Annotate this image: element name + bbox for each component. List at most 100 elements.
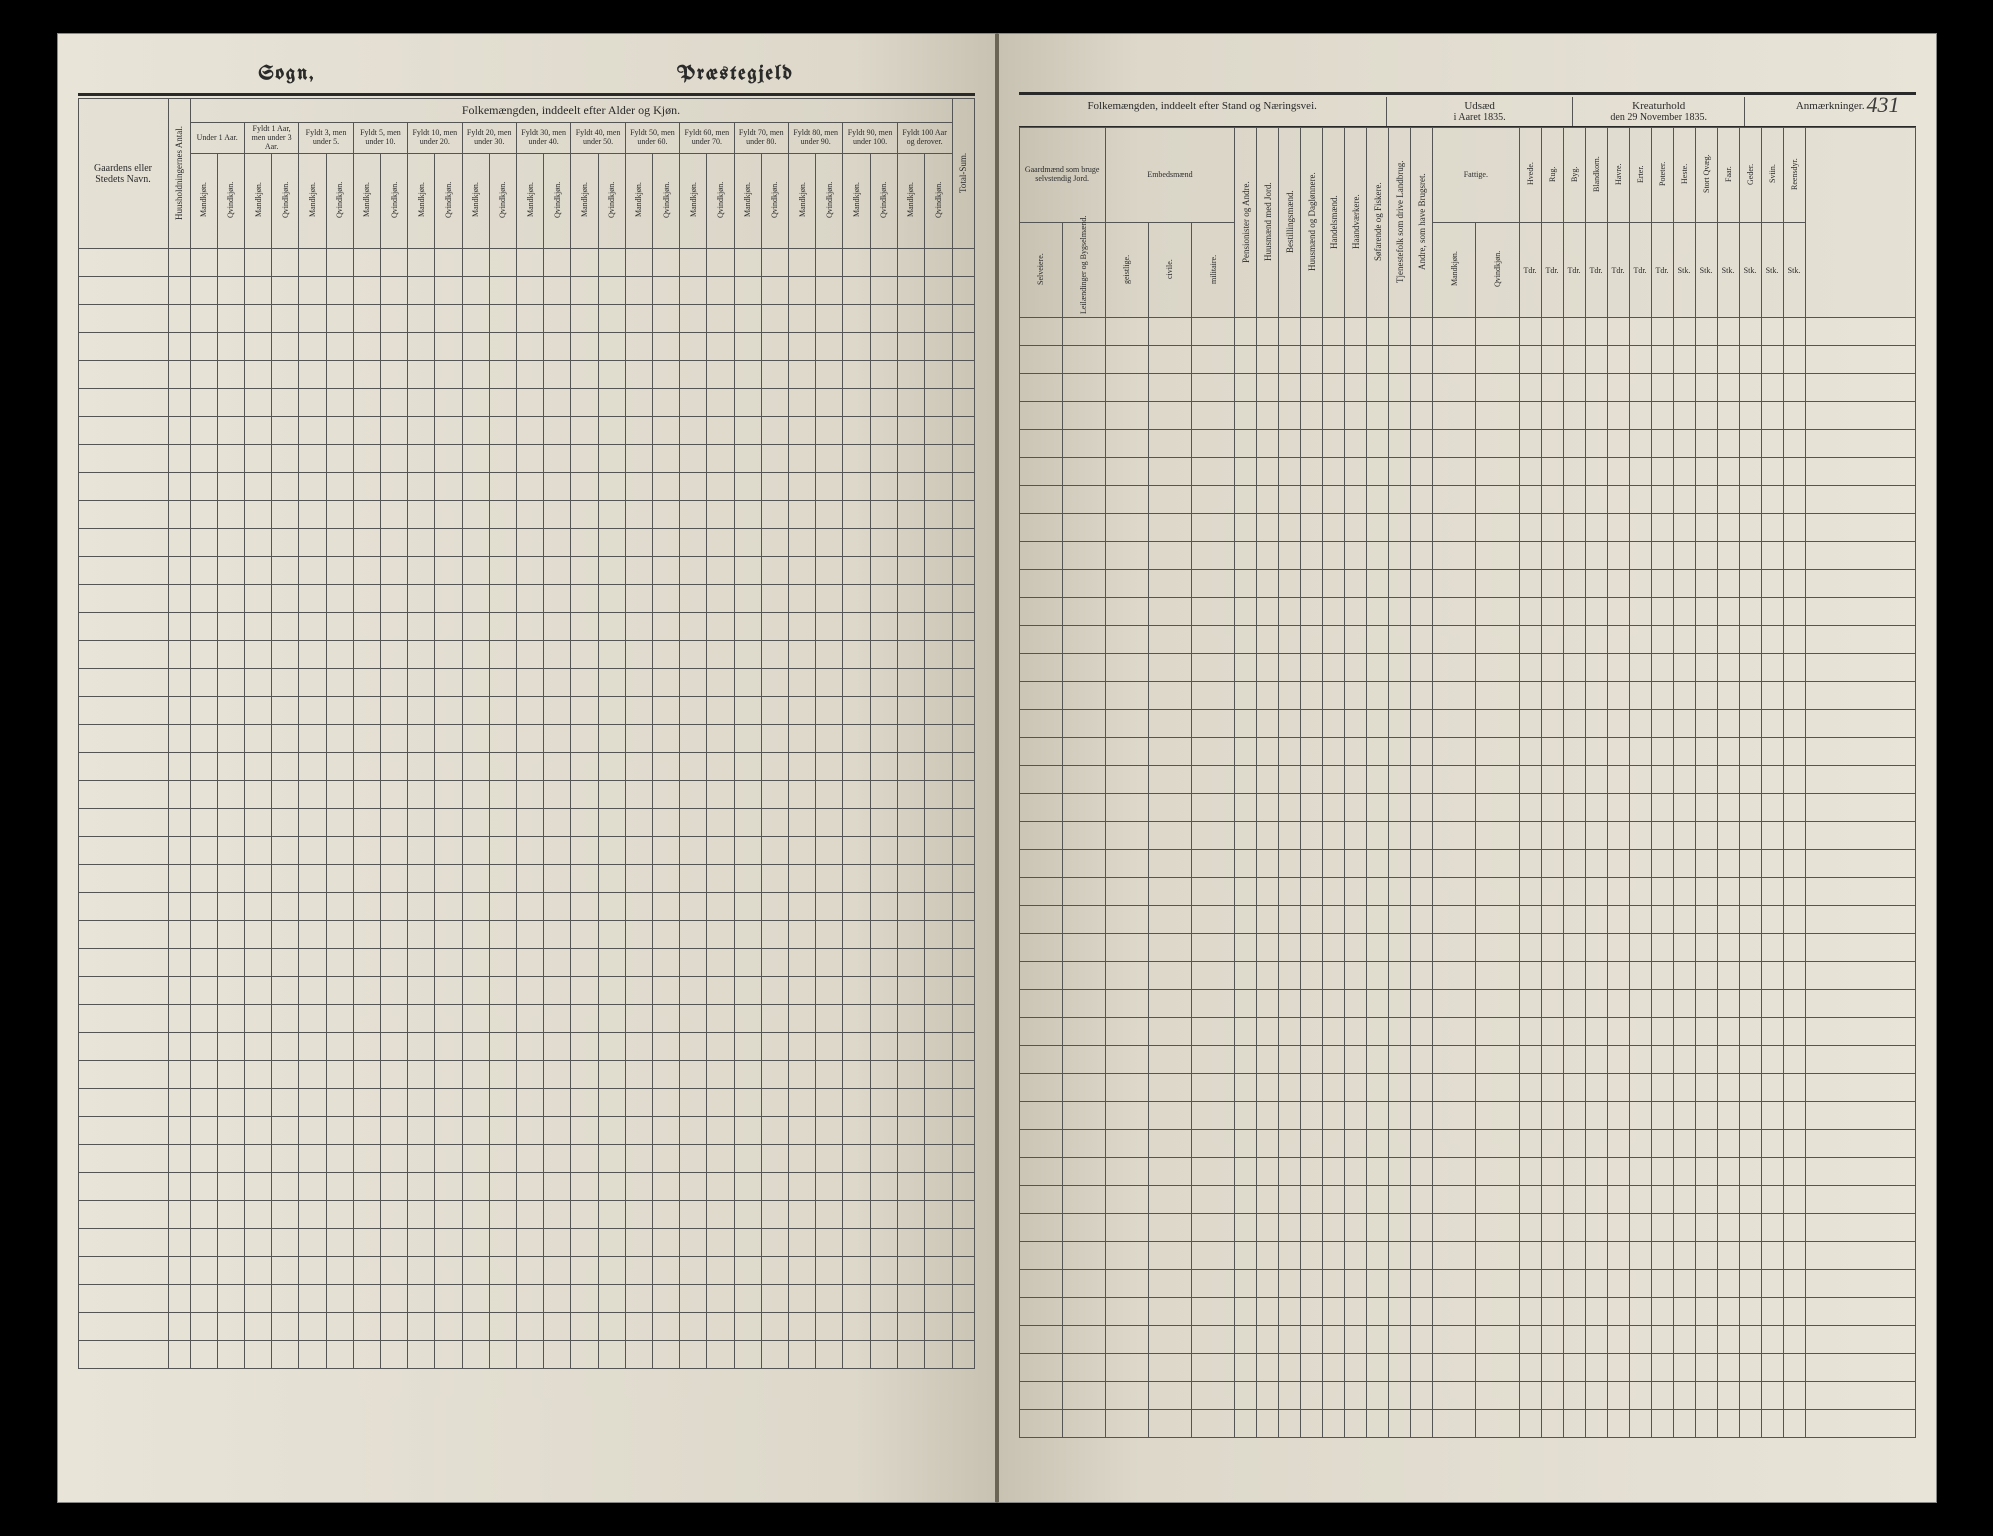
occ-col-0: Pensionister og Andre. (1235, 128, 1257, 318)
table-row (1019, 794, 1915, 822)
table-row (78, 725, 974, 753)
table-row (1019, 878, 1915, 906)
table-row (1019, 850, 1915, 878)
table-row (1019, 402, 1915, 430)
seed-unit-6: Tdr. (1651, 223, 1673, 318)
table-row (78, 893, 974, 921)
livestock-unit-0: Stk. (1673, 223, 1695, 318)
age-group-0: Under 1 Aar. (190, 123, 244, 154)
col-total: Total-Sum. (952, 99, 974, 249)
age-sub-11-qk: Qvindkjøn. (816, 154, 843, 249)
table-row (1019, 962, 1915, 990)
occ-col-1: Huusmænd med Jord. (1257, 128, 1279, 318)
seed-col-1: Rug. (1541, 128, 1563, 223)
section-stand: Folkemængden, inddeelt efter Stand og Næ… (1019, 97, 1387, 126)
livestock-unit-3: Stk. (1739, 223, 1761, 318)
table-row (1019, 1074, 1915, 1102)
table-row (78, 809, 974, 837)
age-sub-2-mk: Mandkjøn. (299, 154, 326, 249)
table-row (1019, 598, 1915, 626)
table-row (78, 389, 974, 417)
table-row (1019, 934, 1915, 962)
age-sub-0-mk: Mandkjøn. (190, 154, 217, 249)
age-group-3: Fyldt 5, men under 10. (353, 123, 407, 154)
table-row (78, 753, 974, 781)
seed-col-4: Havre. (1607, 128, 1629, 223)
seed-unit-2: Tdr. (1563, 223, 1585, 318)
table-row (78, 1089, 974, 1117)
age-sub-4-qk: Qvindkjøn. (435, 154, 462, 249)
table-row (1019, 486, 1915, 514)
left-page: Sogn, Præstegjeld Gaardens eller Stedets… (57, 33, 997, 1503)
seed-col-5: Erter. (1629, 128, 1651, 223)
age-sub-5-qk: Qvindkjøn. (489, 154, 516, 249)
table-row (1019, 822, 1915, 850)
table-row (78, 1033, 974, 1061)
table-row (78, 1005, 974, 1033)
age-group-12: Fyldt 90, men under 100. (843, 123, 897, 154)
age-sub-13-mk: Mandkjøn. (897, 154, 924, 249)
section-kreatur: Kreaturhold den 29 November 1835. (1573, 97, 1745, 126)
seed-unit-3: Tdr. (1585, 223, 1607, 318)
right-section-headers: Folkemængden, inddeelt efter Stand og Næ… (1019, 97, 1916, 127)
age-sub-4-mk: Mandkjøn. (408, 154, 435, 249)
age-group-6: Fyldt 30, men under 40. (516, 123, 570, 154)
age-sub-10-qk: Qvindkjøn. (761, 154, 788, 249)
age-group-2: Fyldt 3, men under 5. (299, 123, 353, 154)
age-group-5: Fyldt 20, men under 30. (462, 123, 516, 154)
fattige-sub-1: Qvindkjøn. (1476, 223, 1519, 318)
remarks-col (1805, 128, 1915, 318)
table-row (78, 1173, 974, 1201)
age-group-11: Fyldt 80, men under 90. (788, 123, 842, 154)
right-table: Gaardmænd som bruge selvstendig Jord.Emb… (1019, 127, 1916, 1438)
left-table: Gaardens eller Stedets Navn. Huusholdnin… (78, 98, 975, 1369)
table-row (78, 921, 974, 949)
age-sub-6-mk: Mandkjøn. (516, 154, 543, 249)
table-row (78, 865, 974, 893)
occ-col-4: Handelsmænd. (1323, 128, 1345, 318)
left-section-header: Folkemængden, inddeelt efter Alder og Kj… (190, 99, 952, 123)
table-row (78, 305, 974, 333)
table-row (1019, 1410, 1915, 1438)
table-row (1019, 766, 1915, 794)
age-sub-1-mk: Mandkjøn. (244, 154, 271, 249)
table-row (1019, 318, 1915, 346)
section-udsaed: Udsæd i Aaret 1835. (1387, 97, 1574, 126)
occ-col-2: Bestillingsmænd. (1279, 128, 1301, 318)
age-sub-2-qk: Qvindkjøn. (326, 154, 353, 249)
table-row (1019, 1158, 1915, 1186)
table-row (78, 1257, 974, 1285)
table-row (78, 333, 974, 361)
age-sub-9-mk: Mandkjøn. (680, 154, 707, 249)
livestock-unit-5: Stk. (1783, 223, 1805, 318)
table-row (78, 697, 974, 725)
table-row (78, 417, 974, 445)
livestock-unit-2: Stk. (1717, 223, 1739, 318)
table-row (78, 277, 974, 305)
age-group-10: Fyldt 70, men under 80. (734, 123, 788, 154)
title-sogn: Sogn, (259, 64, 315, 85)
age-sub-12-mk: Mandkjøn. (843, 154, 870, 249)
age-sub-1-qk: Qvindkjøn. (272, 154, 299, 249)
page-number: 431 (1867, 92, 1900, 118)
fattige-sub-0: Mandkjøn. (1433, 223, 1476, 318)
livestock-col-3: Geder. (1739, 128, 1761, 223)
table-row (1019, 374, 1915, 402)
table-row (1019, 990, 1915, 1018)
table-row (78, 445, 974, 473)
table-row (1019, 346, 1915, 374)
seed-col-6: Poteter. (1651, 128, 1673, 223)
table-row (78, 1117, 974, 1145)
occ-g1-sub-1: Leilændinger og Bygselmænd. (1062, 223, 1105, 318)
age-sub-9-qk: Qvindkjøn. (707, 154, 734, 249)
title-praestegjeld: Præstegjeld (677, 64, 793, 85)
table-row (1019, 1046, 1915, 1074)
table-row (78, 361, 974, 389)
col-households: Huusholdningernes Antal. (168, 99, 190, 249)
rule-thick (78, 93, 975, 96)
table-row (1019, 1270, 1915, 1298)
table-row (78, 781, 974, 809)
table-row (1019, 542, 1915, 570)
age-group-7: Fyldt 40, men under 50. (571, 123, 625, 154)
table-row (1019, 682, 1915, 710)
